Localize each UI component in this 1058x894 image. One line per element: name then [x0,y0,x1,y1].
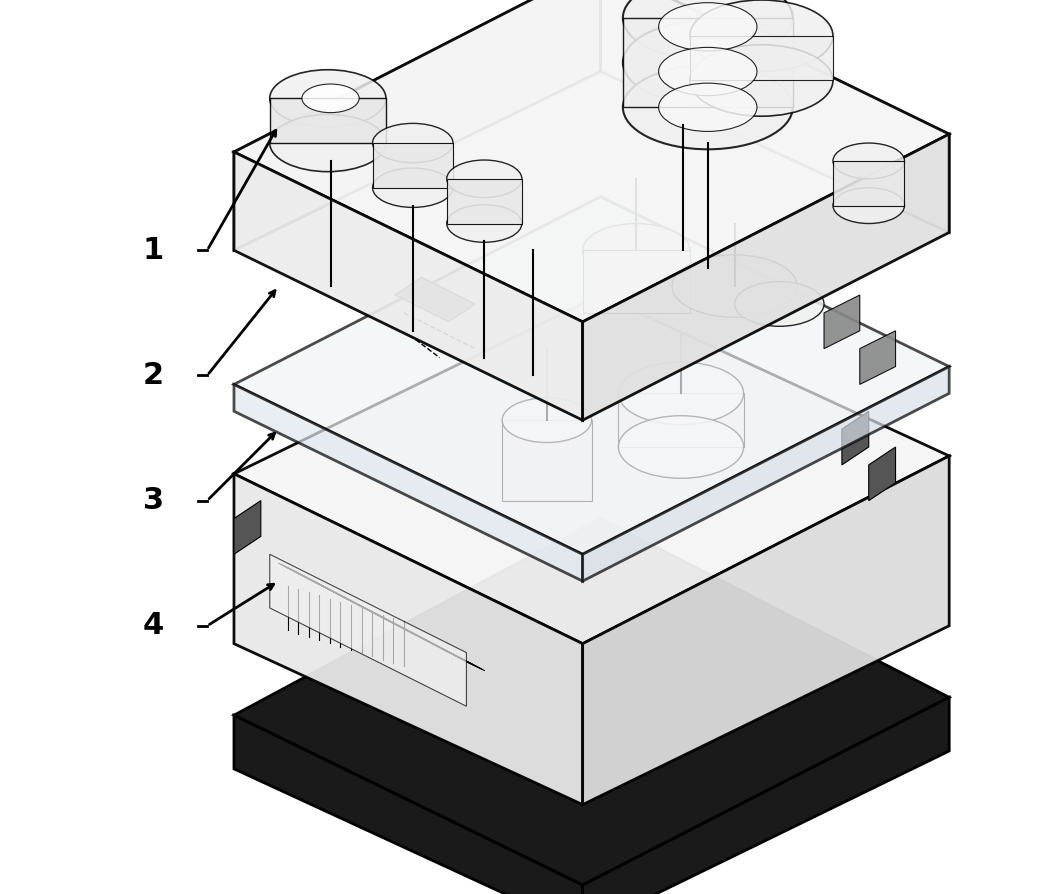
Ellipse shape [690,0,833,72]
Polygon shape [234,474,583,805]
Polygon shape [842,411,869,465]
Polygon shape [234,501,261,554]
Polygon shape [623,18,792,107]
Polygon shape [234,715,583,894]
Ellipse shape [302,84,359,113]
Polygon shape [234,0,601,250]
Polygon shape [234,295,949,644]
Polygon shape [869,447,895,501]
Ellipse shape [690,45,833,116]
Ellipse shape [623,65,792,149]
Ellipse shape [372,123,453,163]
Ellipse shape [446,160,522,198]
Text: 1: 1 [143,236,164,265]
Ellipse shape [372,168,453,207]
Polygon shape [270,98,386,143]
Ellipse shape [270,70,386,127]
Ellipse shape [734,282,824,326]
Ellipse shape [623,21,792,105]
Text: 4: 4 [143,611,164,640]
Polygon shape [690,36,833,80]
Polygon shape [270,554,467,706]
Polygon shape [583,134,949,420]
Ellipse shape [618,416,744,478]
Polygon shape [860,331,895,384]
Ellipse shape [833,188,905,224]
Ellipse shape [446,205,522,242]
Polygon shape [601,0,949,232]
Text: 2: 2 [143,361,164,390]
Ellipse shape [503,398,591,443]
Polygon shape [583,250,690,313]
Polygon shape [503,420,591,501]
Ellipse shape [583,224,690,277]
Polygon shape [234,152,583,420]
Polygon shape [395,277,475,322]
Polygon shape [583,697,949,894]
Text: 3: 3 [143,486,164,515]
Ellipse shape [672,255,797,317]
Ellipse shape [659,83,756,131]
Polygon shape [234,384,583,581]
Polygon shape [234,197,949,554]
Polygon shape [234,519,949,885]
Ellipse shape [618,362,744,425]
Polygon shape [833,161,905,206]
Ellipse shape [659,3,756,51]
Ellipse shape [623,0,792,60]
Polygon shape [618,393,744,447]
Ellipse shape [659,47,756,96]
Polygon shape [446,179,522,224]
Polygon shape [824,295,860,349]
Polygon shape [583,367,949,581]
Ellipse shape [270,114,386,172]
Polygon shape [234,0,949,322]
Polygon shape [583,456,949,805]
Polygon shape [372,143,453,188]
Ellipse shape [833,143,905,179]
